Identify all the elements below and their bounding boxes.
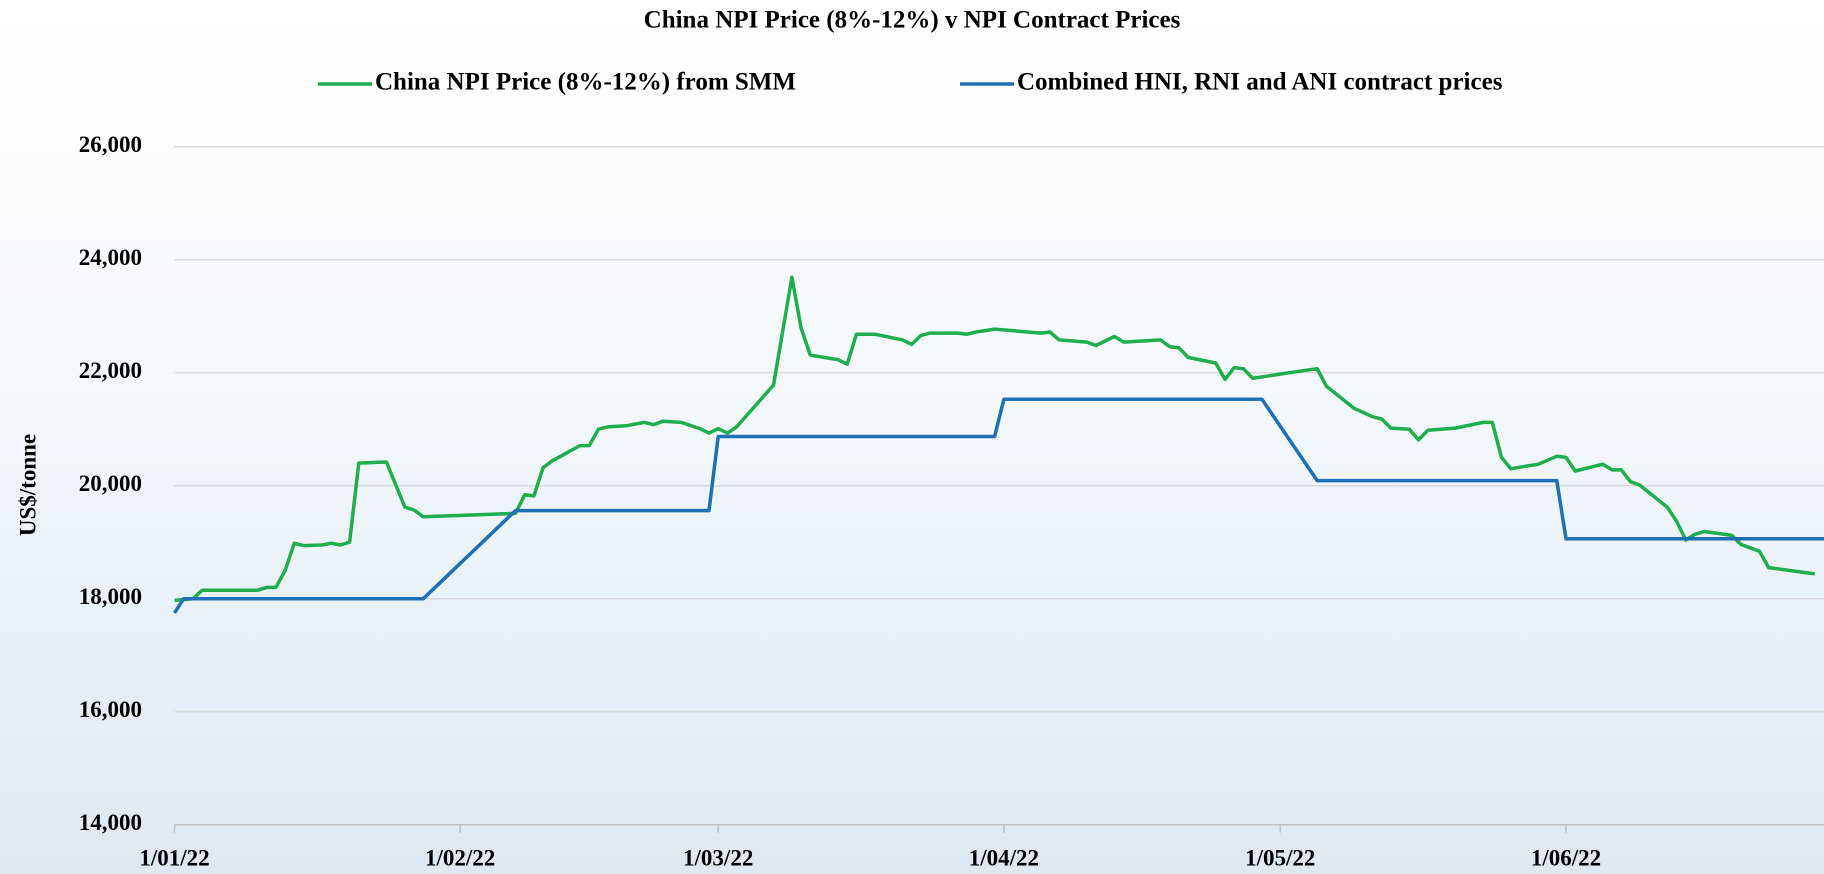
series-line [174,275,1816,603]
y-tick-label: 14,000 [79,810,142,835]
legend-label: China NPI Price (8%-12%) from SMM [375,69,796,96]
y-tick-label: 24,000 [79,245,142,270]
chart-title: China NPI Price (8%-12%) v NPI Contract … [644,7,1181,34]
y-axis-label: US$/tonne [15,434,40,536]
y-tick-label: 26,000 [79,132,142,157]
y-tick-label: 18,000 [79,584,142,609]
y-tick-label: 20,000 [79,471,142,496]
x-tick-label: 1/04/22 [969,845,1039,870]
series-line [173,397,1824,614]
x-tick-label: 1/03/22 [683,845,753,870]
x-tick-label: 1/01/22 [139,845,209,870]
x-tick-label: 1/02/22 [425,845,495,870]
x-tick-label: 1/05/22 [1245,845,1315,870]
x-tick-label: 1/06/22 [1531,845,1601,870]
legend-label: Combined HNI, RNI and ANI contract price… [1017,69,1503,96]
y-tick-label: 16,000 [79,697,142,722]
y-tick-label: 22,000 [79,358,142,383]
